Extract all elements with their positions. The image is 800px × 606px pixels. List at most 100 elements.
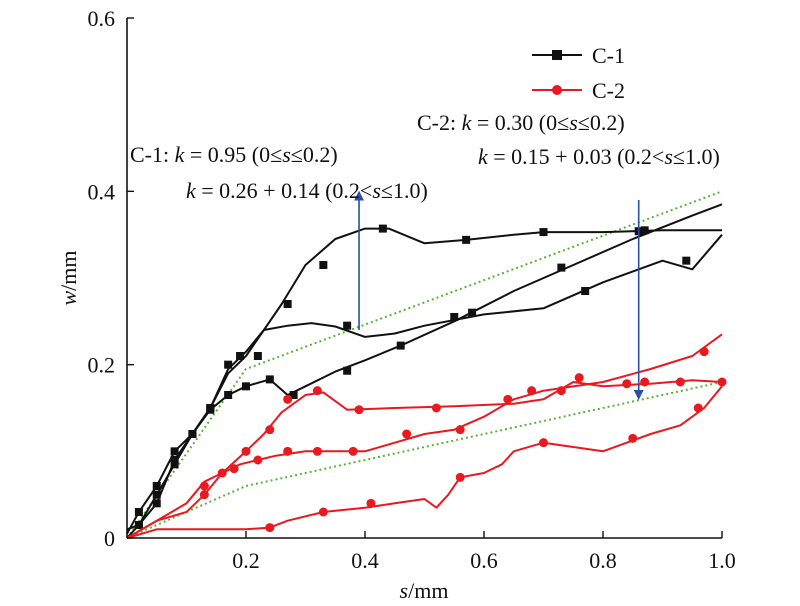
y-tick-label: 0.4: [88, 179, 116, 204]
anno-c2-l2-rest: ≤1.0): [673, 144, 720, 169]
data-point-c-2: [199, 481, 209, 491]
anno-c2-l2-k: k: [478, 144, 489, 169]
data-point-c-2: [503, 394, 513, 404]
anno-c1-l1-eq: = 0.95 (0≤: [184, 142, 282, 167]
data-point-c-1: [170, 447, 179, 456]
data-point-c-1: [539, 228, 548, 237]
anno-c1-l2-eq: = 0.26 + 0.14 (0.2<: [196, 178, 373, 203]
data-point-c-1: [236, 352, 245, 360]
data-point-c-1: [224, 360, 233, 369]
data-point-c-2: [699, 347, 709, 357]
data-point-c-2: [675, 377, 685, 387]
y-axis-var: w: [56, 291, 81, 306]
data-point-c-1: [396, 341, 405, 350]
data-point-c-1: [224, 391, 233, 399]
legend-label-c2: C-2: [592, 78, 625, 103]
data-point-c-2: [455, 472, 465, 482]
data-point-c-2: [628, 433, 638, 443]
y-tick-label: 0: [104, 526, 115, 551]
x-tick-label: 1.0: [708, 548, 736, 573]
data-point-c-1: [152, 482, 161, 490]
data-point-c-1: [283, 300, 292, 308]
annotation-c2-line1: C-2: k = 0.30 (0≤s≤0.2): [417, 110, 625, 135]
annotation-c1-line2: k = 0.26 + 0.14 (0.2<s≤1.0): [186, 178, 428, 203]
x-tick-label: 0.2: [232, 548, 260, 573]
series-line-c-2-3: [126, 379, 723, 539]
anno-c1-l1-rest: ≤0.2): [291, 142, 338, 167]
x-axis-unit: /mm: [408, 578, 448, 603]
data-point-c-2: [265, 425, 275, 435]
data-point-c-1: [450, 313, 459, 321]
data-point-c-1: [682, 256, 691, 265]
data-point-c-2: [318, 507, 328, 517]
data-point-c-2: [622, 379, 632, 389]
anno-c1-l2-k: k: [186, 178, 197, 203]
data-point-c-2: [455, 425, 465, 435]
data-point-c-2: [693, 403, 703, 413]
data-point-c-2: [354, 405, 364, 415]
data-point-c-2: [199, 490, 209, 500]
series-line-c-2-2: [126, 333, 723, 539]
x-tick-label: 0.4: [351, 548, 379, 573]
legend: C-1 C-2: [532, 43, 625, 103]
anno-c1-l1-prefix: C-1:: [130, 142, 175, 167]
data-point-c-1: [265, 375, 274, 384]
data-point-c-1: [253, 352, 262, 360]
anno-c1-l2-rest: ≤1.0): [381, 178, 428, 203]
data-point-c-2: [241, 446, 251, 456]
data-point-c-2: [527, 386, 537, 396]
y-axis-unit: /mm: [56, 250, 81, 290]
data-point-c-1: [152, 499, 161, 508]
anno-c2-l1-eq: = 0.30 (0≤: [471, 110, 569, 135]
data-point-c-2: [283, 446, 293, 456]
data-point-c-2: [431, 403, 441, 413]
data-point-c-1: [134, 521, 143, 529]
data-point-c-1: [242, 382, 250, 391]
data-point-c-2: [283, 394, 293, 404]
data-point-c-2: [717, 377, 727, 387]
x-tick-label: 0.6: [470, 548, 498, 573]
data-point-c-1: [188, 430, 197, 438]
data-point-c-2: [312, 386, 322, 396]
data-point-c-2: [402, 429, 412, 439]
annotation-c1-line1: C-1: k = 0.95 (0≤s≤0.2): [130, 142, 338, 167]
legend-marker-c2: [552, 85, 562, 95]
data-point-c-1: [319, 261, 328, 269]
x-axis-var: s: [400, 578, 409, 603]
annotation-c2-line2: k = 0.15 + 0.03 (0.2<s≤1.0): [478, 144, 720, 169]
anno-c2-l1-rest: ≤0.2): [578, 110, 625, 135]
anno-c2-l1-s: s: [569, 110, 578, 135]
data-point-c-2: [229, 464, 239, 474]
y-tick-label: 0.2: [88, 353, 116, 378]
data-point-c-1: [152, 490, 161, 499]
data-point-c-2: [217, 468, 227, 478]
anno-c2-l2-s: s: [664, 144, 673, 169]
data-point-c-1: [462, 235, 471, 244]
data-point-c-2: [366, 498, 376, 508]
series-line-c-1-3: [126, 227, 722, 531]
legend-marker-c1: [552, 50, 562, 60]
data-series: [126, 203, 727, 539]
series-line-c-1-1: [126, 234, 723, 539]
anno-c2-l1-prefix: C-2:: [417, 110, 462, 135]
data-point-c-1: [170, 460, 179, 469]
series-line-c-1-2: [126, 203, 723, 535]
data-point-c-1: [134, 508, 143, 516]
y-tick-label: 0.6: [88, 6, 116, 31]
legend-label-c1: C-1: [592, 43, 625, 68]
fit-lines: [126, 190, 723, 539]
trend-arrows: [354, 190, 644, 400]
anno-c2-l1-k: k: [462, 110, 473, 135]
data-point-c-2: [253, 455, 263, 465]
data-point-c-2: [348, 446, 358, 456]
x-axis-title: s/mm: [400, 578, 449, 603]
data-point-c-1: [378, 224, 387, 233]
anno-c1-l2-s: s: [372, 178, 381, 203]
y-axis-title: w/mm: [56, 250, 81, 305]
fit-line-c-1: [126, 190, 723, 539]
data-point-c-2: [574, 373, 584, 383]
data-point-c-1: [170, 456, 179, 464]
data-point-c-1: [581, 287, 590, 295]
anno-c1-l1-s: s: [282, 142, 291, 167]
series-line-c-2-1: [126, 385, 723, 539]
